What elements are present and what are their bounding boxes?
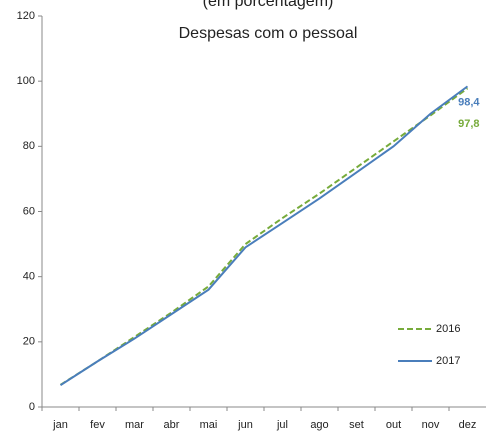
x-tick-label: ago bbox=[310, 419, 328, 431]
x-tick-label: mar bbox=[125, 419, 144, 431]
data-label: 97,8 bbox=[458, 118, 479, 130]
y-tick-label: 20 bbox=[23, 336, 35, 348]
legend-label: 2016 bbox=[436, 323, 460, 335]
line-series bbox=[59, 85, 469, 387]
y-tick-label: 100 bbox=[17, 75, 35, 87]
y-tick-label: 40 bbox=[23, 271, 35, 283]
x-tick-label: mai bbox=[200, 419, 218, 431]
y-tick-label: 80 bbox=[23, 140, 35, 152]
x-tick-label: jul bbox=[276, 419, 288, 431]
data-label: 98,4 bbox=[458, 96, 480, 108]
x-tick-label: jun bbox=[237, 419, 253, 431]
y-tick-label: 0 bbox=[29, 401, 35, 413]
y-tick-label: 120 bbox=[17, 10, 35, 22]
line-series bbox=[59, 87, 469, 386]
y-tick-label: 60 bbox=[23, 205, 35, 217]
legend-label: 2017 bbox=[436, 355, 460, 367]
chart-title: Despesas com o pessoal bbox=[179, 25, 358, 42]
x-tick-label: dez bbox=[459, 419, 477, 431]
x-tick-label: fev bbox=[90, 419, 105, 431]
x-tick-label: abr bbox=[164, 419, 180, 431]
x-tick-label: nov bbox=[422, 419, 440, 431]
chart-subtitle: (em porcentagem) bbox=[203, 0, 334, 10]
x-tick-label: set bbox=[349, 419, 364, 431]
x-tick-label: jan bbox=[52, 419, 68, 431]
x-tick-label: out bbox=[386, 419, 401, 431]
